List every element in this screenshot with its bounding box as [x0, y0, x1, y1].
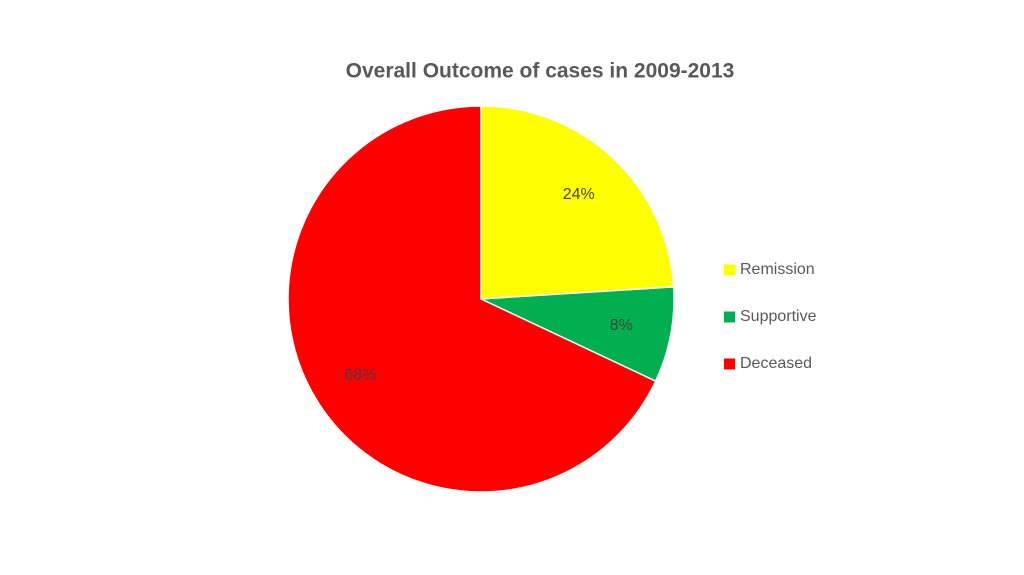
- legend-swatch: [724, 311, 735, 323]
- value-label: 8%: [610, 317, 633, 334]
- legend-swatch: [724, 358, 735, 370]
- legend-swatch: [724, 264, 735, 276]
- pie-slice: [480, 286, 675, 383]
- legend-label: Remission: [740, 261, 815, 278]
- chart-title: Overall Outcome of cases in 2009-2013: [346, 60, 735, 83]
- legend-label: Deceased: [740, 355, 812, 372]
- value-label: 24%: [563, 186, 595, 203]
- pie-slice: [287, 105, 657, 493]
- legend-label: Supportive: [740, 308, 817, 325]
- pie-slice: [480, 105, 675, 300]
- value-label: 68%: [344, 367, 376, 384]
